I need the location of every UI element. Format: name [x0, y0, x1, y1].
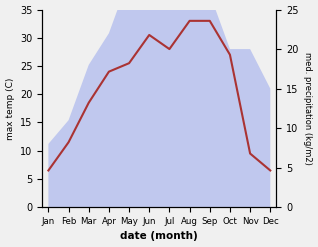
X-axis label: date (month): date (month) — [121, 231, 198, 242]
Y-axis label: med. precipitation (kg/m2): med. precipitation (kg/m2) — [303, 52, 313, 165]
Y-axis label: max temp (C): max temp (C) — [5, 77, 15, 140]
